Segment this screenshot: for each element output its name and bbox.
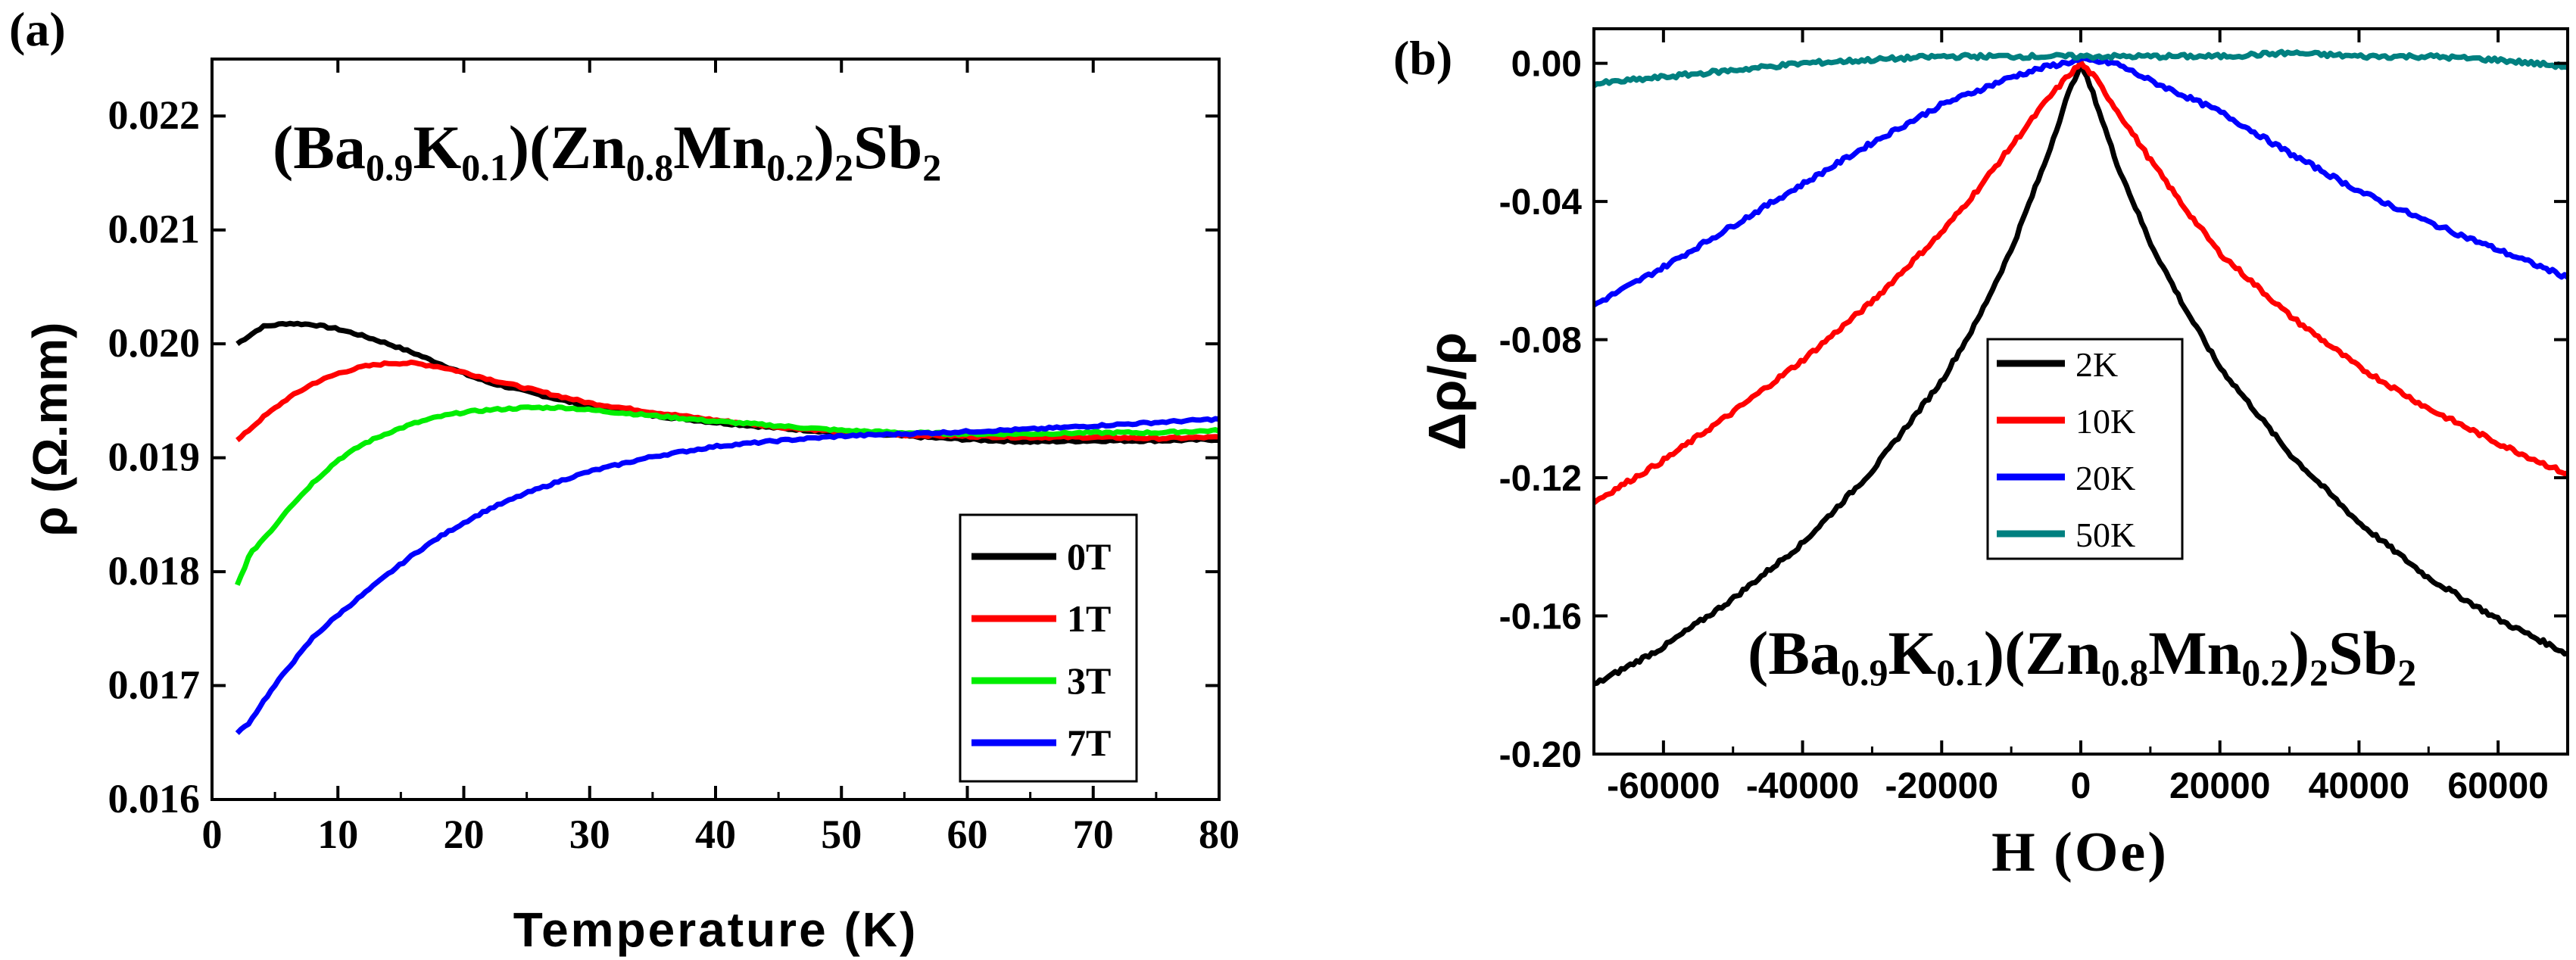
- panel-a-x-axis-title: Temperature (K): [513, 902, 918, 957]
- series-line-20k: [1592, 55, 2570, 307]
- panel-b: (b) -60000 -40000 -20000 0 20000 40000 60000 0.…: [1393, 27, 2570, 884]
- x-tick-label: 10: [317, 812, 358, 857]
- x-tick-label: 40000: [2309, 766, 2409, 806]
- x-tick-label: -60000: [1607, 766, 1720, 806]
- y-tick-label: 0.021: [108, 207, 201, 252]
- panel-a-legend: 0T 1T 3T 7T: [959, 513, 1138, 783]
- panel-a-ticks: 0 10 20 30 40 50 60 70 80 0.016 0.017 0.018 0.019 0.0…: [108, 59, 1240, 857]
- y-tick-label: 0.019: [108, 435, 201, 480]
- legend-label-2k: 2K: [2075, 345, 2118, 384]
- x-tick-label: -40000: [1746, 766, 1859, 806]
- x-tick-label: 60: [947, 812, 988, 857]
- legend-label-3t: 3T: [1067, 659, 1111, 702]
- panel-b-formula: (Ba0.9K0.1)(Zn0.8Mn0.2)2Sb2: [1748, 619, 2416, 694]
- x-tick-label: 80: [1199, 812, 1240, 857]
- y-tick-label: 0.00: [1511, 45, 1582, 85]
- y-tick-label: 0.017: [108, 662, 201, 708]
- x-tick-label: 20000: [2169, 766, 2270, 806]
- legend-label-1t: 1T: [1067, 597, 1111, 640]
- y-tick-label: -0.12: [1499, 459, 1582, 499]
- x-tick-label: 60000: [2447, 766, 2548, 806]
- panel-a-series-group: [235, 320, 1221, 735]
- y-tick-label: -0.08: [1499, 321, 1582, 361]
- y-tick-label: 0.020: [108, 320, 201, 366]
- series-line-3t: [235, 404, 1221, 586]
- x-tick-label: 20: [444, 812, 485, 857]
- series-line-50k: [1592, 48, 2568, 89]
- panel-b-ticks: -60000 -40000 -20000 0 20000 40000 60000 0.00 -0…: [1499, 29, 2568, 806]
- panel-b-legend-box: [1986, 338, 2184, 560]
- y-tick-label: -0.20: [1499, 735, 1582, 775]
- x-tick-label: 50: [821, 812, 862, 857]
- series-line-7t: [235, 416, 1220, 735]
- series-line-10k: [1592, 59, 2568, 505]
- panel-b-label: (b): [1393, 31, 1452, 85]
- x-tick-label: 0: [202, 812, 223, 857]
- panel-a-label: (a): [9, 2, 66, 56]
- legend-label-0t: 0T: [1067, 535, 1111, 578]
- panel-b-series-group: [1592, 48, 2570, 687]
- x-tick-label: 70: [1073, 812, 1114, 857]
- panel-a-formula: (Ba0.9K0.1)(Zn0.8Mn0.2)2Sb2: [273, 113, 941, 189]
- panel-b-legend: 2K 10K 20K 50K: [1986, 338, 2184, 560]
- panel-b-y-axis-title: Δρ/ρ: [1417, 332, 1477, 450]
- y-tick-label: -0.04: [1499, 182, 1583, 223]
- panel-a: (a) 0 10 20 30 40 50 60 70 80 0.016 0.017 0.018 0.01…: [9, 2, 1240, 957]
- panel-b-x-axis-title: H (Oe): [1991, 821, 2169, 884]
- legend-label-7t: 7T: [1067, 722, 1111, 764]
- x-tick-label: -20000: [1885, 766, 1998, 806]
- legend-label-10k: 10K: [2075, 402, 2135, 441]
- y-tick-label: 0.018: [108, 548, 201, 594]
- y-tick-label: -0.16: [1499, 597, 1582, 637]
- legend-label-50k: 50K: [2075, 516, 2135, 554]
- y-tick-label: 0.022: [108, 92, 201, 138]
- y-tick-label: 0.016: [108, 776, 201, 821]
- x-tick-label: 30: [569, 812, 610, 857]
- x-tick-label: 40: [695, 812, 736, 857]
- legend-label-20k: 20K: [2075, 459, 2135, 497]
- panel-a-y-axis-title: ρ (Ω.mm): [23, 323, 77, 537]
- x-tick-label: 0: [2071, 766, 2091, 806]
